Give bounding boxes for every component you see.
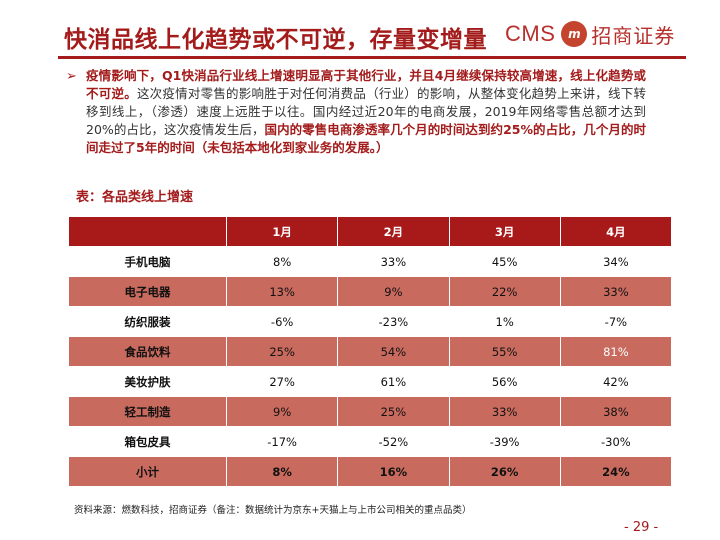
- header-cell-jan: 1月: [225, 216, 339, 247]
- row-label: 食品饮料: [68, 336, 227, 367]
- growth-table: 1月 2月 3月 4月 手机电脑 8% 33% 45% 34% 电子电器 13%…: [68, 216, 673, 487]
- table-cell: 24%: [559, 456, 673, 487]
- table-cell: 34%: [559, 246, 673, 277]
- header-cell-apr: 4月: [559, 216, 673, 247]
- header-cell-blank: [68, 216, 227, 247]
- arrow-bullet-icon: ➢: [66, 69, 77, 84]
- table-cell: 25%: [337, 396, 450, 427]
- table-cell: -6%: [225, 306, 339, 337]
- table-total-row: 小计 8% 16% 26% 24%: [68, 456, 673, 487]
- table-cell: -23%: [337, 306, 450, 337]
- company-logo: CMS m 招商证券: [505, 20, 675, 48]
- table-row: 电子电器 13% 9% 22% 33%: [68, 276, 673, 307]
- table-cell: 33%: [448, 396, 561, 427]
- table-cell: 38%: [559, 396, 673, 427]
- row-label: 轻工制造: [68, 396, 227, 427]
- table-cell: -30%: [559, 426, 673, 457]
- header-cell-mar: 3月: [448, 216, 561, 247]
- paragraph-highlight-1: 疫情影响下，Q1快消品行业线上增速明显高于其他行业，并且4月继续保持较高增速，线…: [86, 68, 646, 101]
- row-label: 箱包皮具: [68, 426, 227, 457]
- row-label: 美妆护肤: [68, 366, 227, 397]
- table-row: 轻工制造 9% 25% 33% 38%: [68, 396, 673, 427]
- row-label-total: 小计: [68, 456, 227, 487]
- table-header-row: 1月 2月 3月 4月: [68, 216, 673, 247]
- row-label: 手机电脑: [68, 246, 227, 277]
- paragraph-highlight-2: 国内的零售电商渗透率几个月的时间达到约25%的占比，几个月的时间走过了5年的时间…: [86, 122, 646, 155]
- row-label: 纺织服装: [68, 306, 227, 337]
- table-cell: 42%: [559, 366, 673, 397]
- table-cell-highlight: 81%: [559, 336, 673, 367]
- table-cell: 33%: [337, 246, 450, 277]
- logo-chinese-name: 招商证券: [591, 23, 676, 48]
- table-row: 纺织服装 -6% -23% 1% -7%: [68, 306, 673, 337]
- table-cell: -39%: [448, 426, 561, 457]
- table-row: 食品饮料 25% 54% 55% 81%: [68, 336, 673, 367]
- table-cell: 25%: [225, 336, 339, 367]
- table-cell: -7%: [559, 306, 673, 337]
- table-row: 手机电脑 8% 33% 45% 34%: [68, 246, 673, 277]
- logo-cms-text: CMS: [505, 21, 556, 46]
- bullet-paragraph: 疫情影响下，Q1快消品行业线上增速明显高于其他行业，并且4月继续保持较高增速，线…: [86, 67, 646, 157]
- table-row: 美妆护肤 27% 61% 56% 42%: [68, 366, 673, 397]
- table-cell: 27%: [225, 366, 339, 397]
- source-note: 资料来源：燃数科技，招商证券（备注：数据统计为京东+天猫上与上市公司相关的重点品…: [74, 505, 472, 516]
- page-number: - 29 -: [624, 520, 659, 535]
- table-cell: 55%: [448, 336, 561, 367]
- table-cell: 26%: [448, 456, 561, 487]
- table-cell: 9%: [337, 276, 450, 307]
- table-cell: 13%: [225, 276, 339, 307]
- table-cell: 61%: [337, 366, 450, 397]
- table-cell: -52%: [337, 426, 450, 457]
- header-cell-feb: 2月: [337, 216, 450, 247]
- table-caption: 表：各品类线上增速: [76, 190, 194, 205]
- logo-mark-icon: m: [561, 21, 588, 47]
- table-cell: 1%: [448, 306, 561, 337]
- title-divider: [58, 56, 686, 59]
- table-cell: 54%: [337, 336, 450, 367]
- paragraph-body: 这次疫情对零售的影响胜于对任何消费品（行业）的影响，从整体变化趋势上来讲，线下转…: [86, 86, 646, 137]
- table-row: 箱包皮具 -17% -52% -39% -30%: [68, 426, 673, 457]
- table-cell: 8%: [225, 456, 339, 487]
- row-label: 电子电器: [68, 276, 227, 307]
- table-cell: 9%: [225, 396, 339, 427]
- page-title: 快消品线上化趋势或不可逆，存量变增量: [64, 27, 487, 53]
- table-cell: -17%: [225, 426, 339, 457]
- table-cell: 16%: [337, 456, 450, 487]
- table-cell: 33%: [559, 276, 673, 307]
- table-cell: 56%: [448, 366, 561, 397]
- table-cell: 22%: [448, 276, 561, 307]
- table-cell: 8%: [225, 246, 339, 277]
- table-cell: 45%: [448, 246, 561, 277]
